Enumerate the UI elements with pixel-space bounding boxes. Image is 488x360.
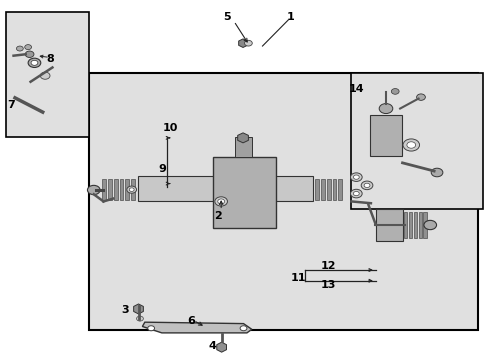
Circle shape [244, 40, 252, 46]
Circle shape [25, 45, 31, 50]
Bar [403, 212, 407, 238]
Bar [423, 212, 426, 238]
Bar [418, 212, 421, 238]
Bar [125, 179, 129, 200]
Bar [114, 179, 117, 200]
Circle shape [214, 197, 227, 206]
Circle shape [40, 72, 50, 79]
Bar [413, 212, 416, 238]
Bar [375, 208, 402, 241]
Circle shape [364, 183, 369, 188]
Bar [314, 179, 318, 200]
Text: 11: 11 [290, 273, 305, 283]
Circle shape [430, 168, 442, 177]
Bar [137, 176, 312, 202]
Text: 8: 8 [46, 54, 54, 64]
Circle shape [28, 58, 41, 67]
Circle shape [378, 104, 392, 113]
Polygon shape [133, 304, 143, 314]
Circle shape [147, 326, 154, 331]
Bar [212, 157, 276, 228]
Circle shape [31, 60, 38, 65]
Circle shape [25, 51, 34, 58]
Circle shape [423, 220, 436, 230]
Text: 9: 9 [158, 164, 165, 174]
Text: 3: 3 [122, 305, 129, 315]
Circle shape [406, 142, 415, 148]
Bar [89, 73, 477, 330]
Circle shape [353, 175, 359, 179]
Bar [234, 137, 251, 157]
Bar [351, 73, 482, 208]
Bar [408, 212, 411, 238]
Bar [6, 12, 89, 137]
Bar [338, 179, 342, 200]
Text: 7: 7 [7, 100, 15, 110]
Text: 14: 14 [348, 84, 364, 94]
Polygon shape [238, 39, 247, 48]
Text: 4: 4 [208, 341, 216, 351]
Text: 5: 5 [223, 13, 231, 22]
Circle shape [390, 89, 398, 94]
Bar [102, 179, 106, 200]
Bar [119, 179, 123, 200]
Bar [326, 179, 330, 200]
Text: 12: 12 [320, 261, 335, 271]
Polygon shape [237, 133, 248, 143]
Circle shape [361, 181, 372, 190]
Text: 13: 13 [320, 280, 335, 291]
Circle shape [217, 199, 224, 204]
Polygon shape [142, 322, 251, 333]
Circle shape [353, 192, 359, 196]
Text: 6: 6 [187, 316, 195, 326]
Circle shape [136, 316, 143, 321]
Text: 1: 1 [286, 13, 294, 22]
Circle shape [350, 189, 362, 198]
Bar [320, 179, 324, 200]
Circle shape [126, 186, 136, 193]
Circle shape [129, 188, 134, 192]
Bar [332, 179, 336, 200]
Bar [369, 114, 401, 156]
Circle shape [416, 94, 425, 100]
Circle shape [240, 326, 246, 331]
Polygon shape [216, 342, 226, 352]
Circle shape [17, 46, 23, 51]
Text: 2: 2 [213, 211, 221, 221]
Circle shape [87, 185, 100, 195]
Circle shape [402, 139, 419, 151]
Bar [131, 179, 135, 200]
Text: 10: 10 [163, 123, 178, 133]
Bar [108, 179, 112, 200]
Circle shape [350, 173, 362, 181]
